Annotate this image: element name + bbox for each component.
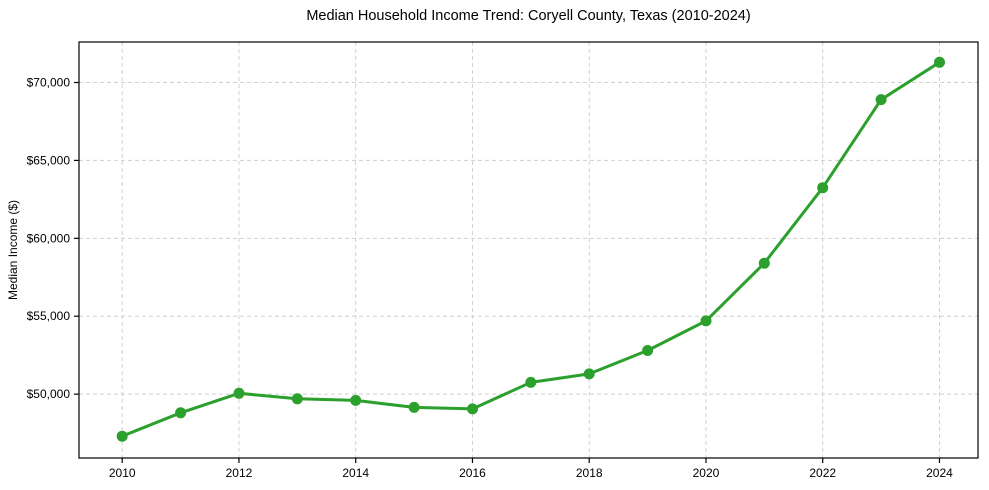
data-point xyxy=(350,394,362,406)
data-point xyxy=(291,393,303,405)
data-point xyxy=(642,345,654,356)
x-tick-label: 2016 xyxy=(459,466,486,480)
x-tick-label: 2012 xyxy=(226,466,253,480)
data-point xyxy=(175,407,187,419)
data-point xyxy=(758,257,770,269)
y-tick-label: $50,000 xyxy=(27,387,71,401)
data-point xyxy=(233,387,245,399)
y-tick-label: $65,000 xyxy=(27,153,71,167)
x-tick-label: 2022 xyxy=(809,466,836,480)
x-tick-label: 2020 xyxy=(693,466,720,480)
data-point xyxy=(583,368,595,380)
x-tick-label: 2024 xyxy=(926,466,953,480)
y-tick-label: $70,000 xyxy=(27,76,71,90)
x-tick-label: 2010 xyxy=(109,466,136,480)
data-point xyxy=(934,56,945,68)
x-tick-label: 2018 xyxy=(576,466,603,480)
data-point xyxy=(525,376,537,388)
y-tick-label: $55,000 xyxy=(27,309,71,323)
chart-title: Median Household Income Trend: Coryell C… xyxy=(306,8,751,24)
x-tick-label: 2014 xyxy=(342,466,369,480)
data-point xyxy=(116,430,128,442)
y-tick-label: $60,000 xyxy=(27,231,71,245)
data-point xyxy=(467,403,478,415)
data-point xyxy=(817,182,829,194)
data-point xyxy=(875,94,887,106)
data-point xyxy=(408,401,420,413)
data-point xyxy=(700,315,712,327)
plot-border xyxy=(78,41,979,459)
